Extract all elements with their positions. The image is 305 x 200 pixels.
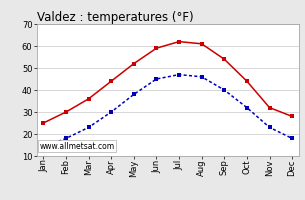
Text: www.allmetsat.com: www.allmetsat.com [39, 142, 114, 151]
Text: Valdez : temperatures (°F): Valdez : temperatures (°F) [37, 11, 193, 24]
